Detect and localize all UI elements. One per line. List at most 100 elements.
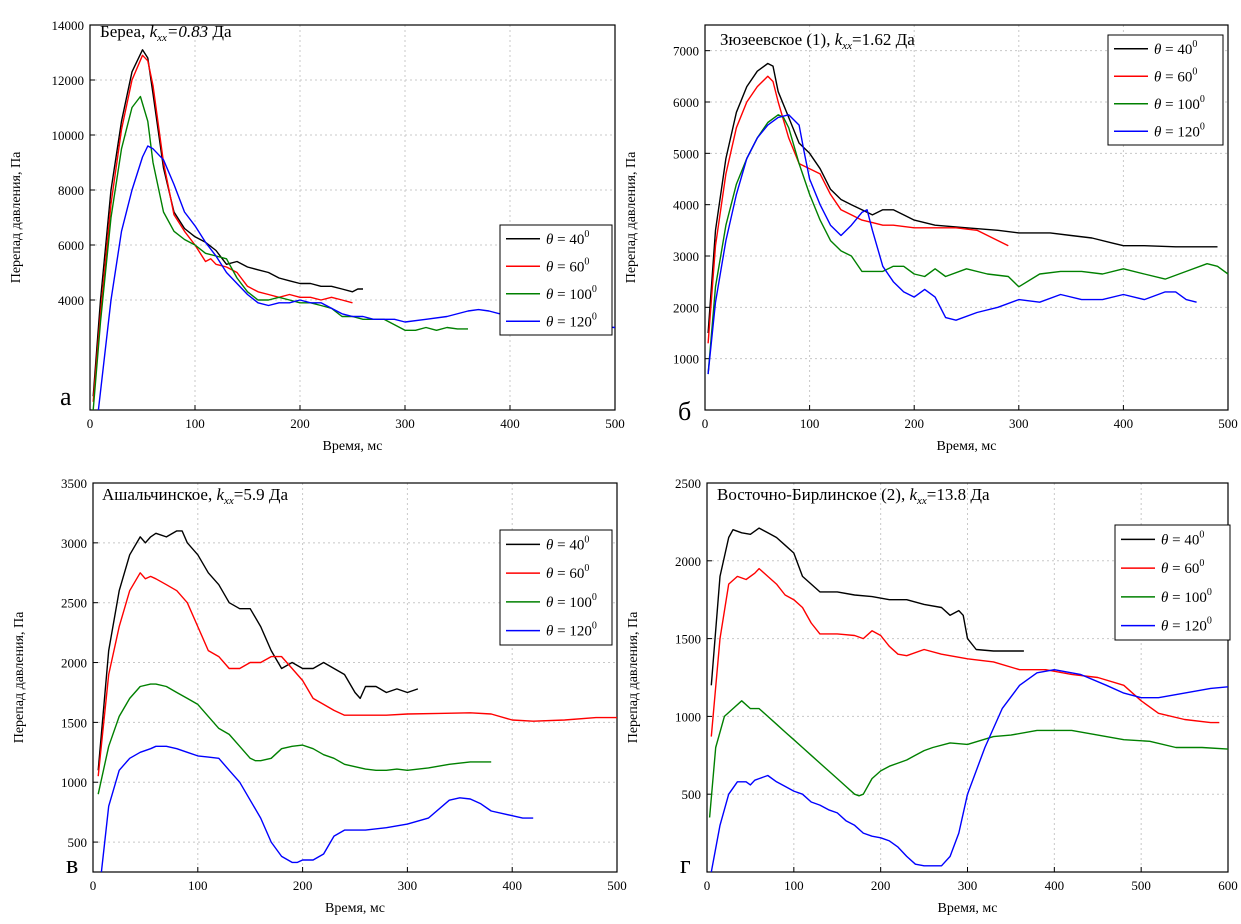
y-axis-label: Перепад давления, Па bbox=[624, 151, 639, 283]
x-tick-label: 0 bbox=[702, 416, 709, 431]
x-tick-label: 100 bbox=[800, 416, 820, 431]
x-tick-label: 200 bbox=[904, 416, 924, 431]
title-unit: Да bbox=[265, 485, 289, 504]
legend-eq: = bbox=[553, 314, 569, 330]
chart-panel-a: 0 100 200 300 400 500400060008000100001200014… bbox=[9, 18, 625, 454]
y-axis-label: Перепад давления, Па bbox=[626, 611, 641, 743]
legend-degree: 0 bbox=[1200, 121, 1205, 132]
series-line-theta-100 bbox=[710, 701, 1228, 818]
legend-label: θ = 600 bbox=[1154, 66, 1197, 85]
chart-panel-b: 0 100 200 300 400 500100020003000400050006000… bbox=[624, 25, 1238, 454]
title-prefix: Береа, bbox=[100, 22, 150, 41]
title-unit: Да bbox=[891, 30, 915, 49]
y-tick-label: 5000 bbox=[673, 146, 699, 161]
x-tick-label: 400 bbox=[1114, 416, 1134, 431]
y-tick-label: 12000 bbox=[52, 73, 85, 88]
legend: θ = 400 θ = 600 θ = 1000 θ = 1200 bbox=[500, 530, 612, 645]
legend-label: θ = 400 bbox=[1161, 529, 1204, 548]
y-tick-label: 2500 bbox=[61, 596, 87, 611]
x-tick-label: 0 bbox=[90, 878, 97, 893]
x-axis-label: Время, мс bbox=[323, 439, 383, 454]
x-tick-label: 100 bbox=[784, 878, 804, 893]
legend-degree: 0 bbox=[1192, 66, 1197, 77]
legend-label: θ = 1200 bbox=[546, 621, 597, 640]
x-tick-label: 0 bbox=[87, 416, 94, 431]
title-prefix: Зюзеевское (1), bbox=[720, 30, 835, 49]
x-tick-label: 200 bbox=[871, 878, 891, 893]
legend-degree: 0 bbox=[1199, 529, 1204, 540]
title-unit: Да bbox=[966, 485, 990, 504]
legend-eq: = bbox=[1168, 561, 1184, 577]
series-line-theta-100 bbox=[98, 684, 491, 794]
plot-frame bbox=[90, 25, 615, 410]
series-line-theta-120 bbox=[711, 670, 1228, 872]
panel-letter: в bbox=[66, 850, 78, 879]
x-tick-label: 500 bbox=[1131, 878, 1151, 893]
legend-label: θ = 400 bbox=[546, 534, 589, 553]
x-tick-label: 200 bbox=[293, 878, 313, 893]
legend-degree: 0 bbox=[584, 256, 589, 267]
y-tick-label: 10000 bbox=[52, 128, 85, 143]
y-tick-label: 6000 bbox=[58, 238, 84, 253]
legend-degree: 0 bbox=[584, 229, 589, 240]
panel-title: Зюзеевское (1), kxx=1.62 Да bbox=[720, 30, 915, 52]
panel-title: Ашальчинское, kxx=5.9 Да bbox=[102, 485, 288, 507]
panel-letter: г bbox=[680, 850, 691, 879]
y-tick-label: 3500 bbox=[61, 476, 87, 491]
title-value: =13.8 bbox=[927, 485, 966, 504]
title-prefix: Восточно-Бирлинское (2), bbox=[717, 485, 909, 504]
legend-eq: = bbox=[553, 624, 569, 640]
legend-eq: = bbox=[553, 259, 569, 275]
legend-label: θ = 1000 bbox=[546, 592, 597, 611]
panel-letter: б bbox=[678, 397, 691, 426]
series-line-theta-120 bbox=[101, 746, 533, 872]
y-tick-label: 1000 bbox=[675, 709, 701, 724]
chart-panel-d: 0 100 200 300 400 500 6005001000150020002500Вр… bbox=[626, 476, 1238, 916]
y-tick-label: 2000 bbox=[61, 656, 87, 671]
legend-value: 100 bbox=[1184, 590, 1207, 606]
legend-eq: = bbox=[1161, 124, 1177, 140]
legend-value: 100 bbox=[1177, 97, 1200, 113]
series-line-theta-40 bbox=[711, 528, 1024, 685]
legend-degree: 0 bbox=[584, 563, 589, 574]
legend-degree: 0 bbox=[1207, 587, 1212, 598]
legend-label: θ = 1000 bbox=[546, 284, 597, 303]
series-line-theta-40 bbox=[98, 531, 418, 770]
x-tick-label: 400 bbox=[502, 878, 522, 893]
legend-degree: 0 bbox=[584, 534, 589, 545]
chart-panel-c: 0 100 200 300 400 500500100015002000250030003… bbox=[12, 476, 627, 916]
legend-value: 100 bbox=[569, 595, 592, 611]
title-k-subscript: xx bbox=[916, 495, 927, 507]
legend-value: 120 bbox=[569, 624, 592, 640]
legend-label: θ = 1000 bbox=[1154, 94, 1205, 113]
legend-eq: = bbox=[1161, 42, 1177, 58]
legend-eq: = bbox=[553, 287, 569, 303]
x-tick-label: 200 bbox=[290, 416, 310, 431]
y-tick-label: 1500 bbox=[61, 715, 87, 730]
legend-label: θ = 600 bbox=[546, 563, 589, 582]
series-line-theta-60 bbox=[708, 76, 1008, 343]
legend-eq: = bbox=[1168, 619, 1184, 635]
y-tick-label: 8000 bbox=[58, 183, 84, 198]
legend: θ = 400θ = 600θ = 1000θ = 1200 bbox=[1115, 525, 1230, 640]
x-tick-label: 300 bbox=[1009, 416, 1029, 431]
legend-label: θ = 600 bbox=[1161, 558, 1204, 577]
x-tick-label: 300 bbox=[395, 416, 415, 431]
y-tick-label: 3000 bbox=[673, 249, 699, 264]
legend-eq: = bbox=[1161, 97, 1177, 113]
legend-value: 40 bbox=[1184, 532, 1199, 548]
legend-eq: = bbox=[1168, 590, 1184, 606]
legend-degree: 0 bbox=[1192, 39, 1197, 50]
x-tick-label: 300 bbox=[958, 878, 978, 893]
y-tick-label: 500 bbox=[68, 835, 88, 850]
y-tick-label: 1000 bbox=[61, 775, 87, 790]
y-axis-label: Перепад давления, Па bbox=[12, 611, 27, 743]
legend-label: θ = 1200 bbox=[546, 311, 597, 330]
title-k-subscript: xx bbox=[841, 40, 852, 52]
legend-label: θ = 1200 bbox=[1161, 616, 1212, 635]
y-tick-label: 1000 bbox=[673, 352, 699, 367]
panel-title: Восточно-Бирлинское (2), kxx=13.8 Да bbox=[717, 485, 990, 507]
legend-eq: = bbox=[553, 232, 569, 248]
legend-eq: = bbox=[553, 566, 569, 582]
title-value: =1.62 bbox=[852, 30, 891, 49]
